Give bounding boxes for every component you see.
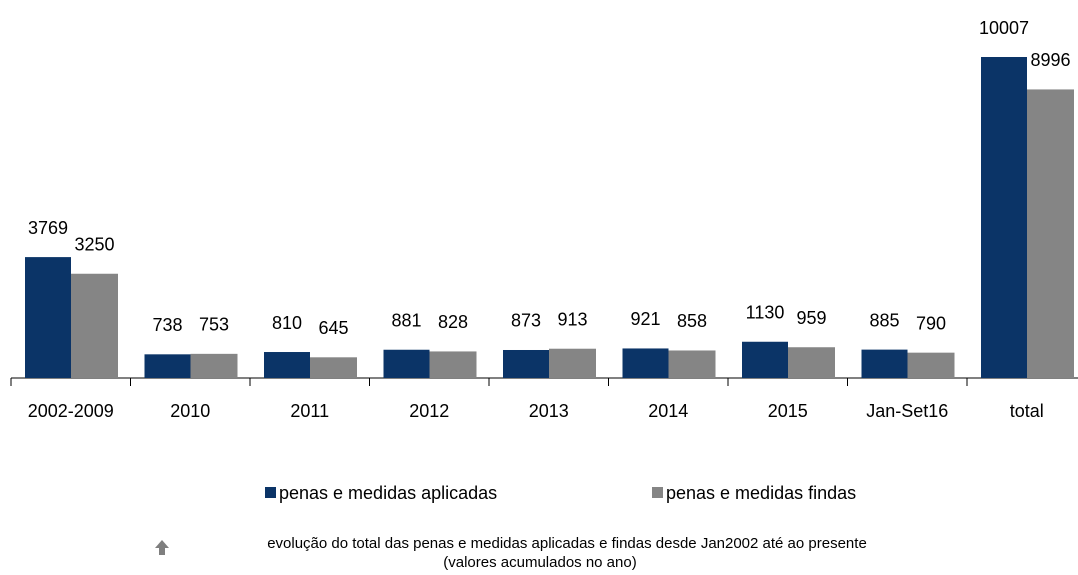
x-tick-label: 2015 <box>768 401 808 421</box>
legend-swatch <box>652 487 663 498</box>
x-tick-label: Jan-Set16 <box>866 401 948 421</box>
bar <box>503 349 549 378</box>
x-tick-label: total <box>1010 401 1044 421</box>
data-label: 881 <box>391 310 421 330</box>
bar <box>71 273 118 378</box>
bar <box>264 352 310 378</box>
bar <box>190 353 238 378</box>
legend-label: penas e medidas findas <box>666 483 856 503</box>
bar <box>429 351 477 378</box>
bar <box>668 350 716 378</box>
bar <box>144 354 191 378</box>
bar <box>622 348 669 378</box>
data-label: 645 <box>318 318 348 338</box>
legend-label: penas e medidas aplicadas <box>279 483 497 503</box>
note: evolução do total das penas e medidas ap… <box>267 535 867 552</box>
x-tick-label: 2011 <box>290 401 329 421</box>
x-tick-label: 2013 <box>529 401 569 421</box>
data-label: 810 <box>272 313 302 333</box>
data-label: 921 <box>630 309 660 329</box>
data-label: 873 <box>511 311 541 331</box>
bar <box>25 257 71 378</box>
bar <box>549 348 596 378</box>
legend-swatch <box>265 487 276 498</box>
data-label: 959 <box>796 308 826 328</box>
bar <box>310 357 357 378</box>
data-label: 913 <box>557 309 587 329</box>
data-label: 8996 <box>1030 50 1070 70</box>
data-label: 828 <box>438 312 468 332</box>
x-tick-label: 2014 <box>648 401 688 421</box>
bar <box>907 352 955 378</box>
data-label: 790 <box>916 313 946 333</box>
data-label: 753 <box>199 315 229 335</box>
data-label: 3769 <box>28 218 68 238</box>
bar <box>1027 89 1074 379</box>
data-label: 1130 <box>746 303 785 323</box>
data-label: 738 <box>152 315 182 335</box>
x-tick-label: 2010 <box>170 401 210 421</box>
bar <box>742 341 788 378</box>
note: (valores acumulados no ano) <box>443 554 636 571</box>
x-tick-label: 2002-2009 <box>28 401 114 421</box>
bar <box>861 349 908 378</box>
data-label: 885 <box>869 310 899 330</box>
data-label: 858 <box>677 311 707 331</box>
data-label: 3250 <box>74 234 114 254</box>
bar <box>383 349 430 378</box>
data-label: 10007 <box>979 18 1029 38</box>
x-tick-label: 2012 <box>409 401 449 421</box>
bar <box>788 347 835 378</box>
bar <box>981 57 1027 378</box>
arrow-icon <box>155 540 169 555</box>
